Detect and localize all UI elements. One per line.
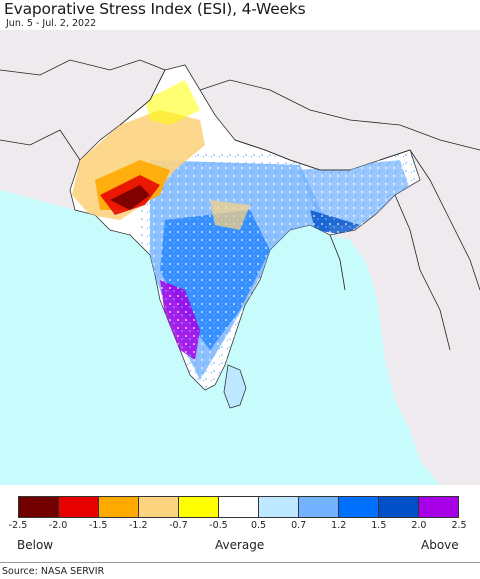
legend-swatch-9	[379, 497, 419, 517]
date-range: Jun. 5 - Jul. 2, 2022	[6, 18, 97, 29]
legend-swatch-1	[59, 497, 99, 517]
legend-tick: 2.5	[451, 520, 467, 531]
legend-swatch-7	[299, 497, 339, 517]
legend-tick: -0.7	[169, 520, 188, 531]
legend-tick: 1.2	[331, 520, 347, 531]
legend-swatch-2	[99, 497, 139, 517]
footer-divider	[0, 562, 480, 563]
legend-tick: -2.0	[48, 520, 68, 531]
legend-average-label: Average	[215, 538, 265, 552]
legend-swatch-3	[139, 497, 179, 517]
source-credit: Source: NASA SERVIR	[2, 566, 105, 577]
legend-tick: 0.5	[250, 520, 267, 531]
legend-above-label: Above	[421, 538, 459, 552]
map-title: Evaporative Stress Index (ESI), 4-Weeks	[4, 0, 306, 18]
sri-lanka	[223, 364, 247, 409]
legend-swatch-10	[419, 497, 458, 517]
legend-tick: 2.0	[411, 520, 427, 531]
esi-map	[0, 30, 480, 485]
legend-swatch-0	[19, 497, 59, 517]
legend-tick: -0.5	[209, 520, 228, 531]
legend-below-label: Below	[17, 538, 54, 552]
legend-swatch-8	[339, 497, 379, 517]
map-canvas	[0, 30, 480, 485]
legend-tick: -1.2	[128, 520, 148, 531]
legend-tick: 1.5	[371, 520, 387, 531]
legend-swatch-6	[259, 497, 299, 517]
country-borders	[0, 59, 480, 351]
ocean	[0, 190, 440, 485]
legend-tick: -1.5	[88, 520, 108, 531]
legend-swatch-5	[219, 497, 259, 517]
legend-tick: -2.5	[8, 520, 28, 531]
color-legend	[18, 496, 459, 518]
legend-tick: 0.7	[291, 520, 307, 531]
legend-ticks: -2.5 -2.0 -1.5 -1.2 -0.7 -0.5 0.5 0.7 1.…	[9, 520, 467, 532]
legend-swatch-4	[179, 497, 219, 517]
